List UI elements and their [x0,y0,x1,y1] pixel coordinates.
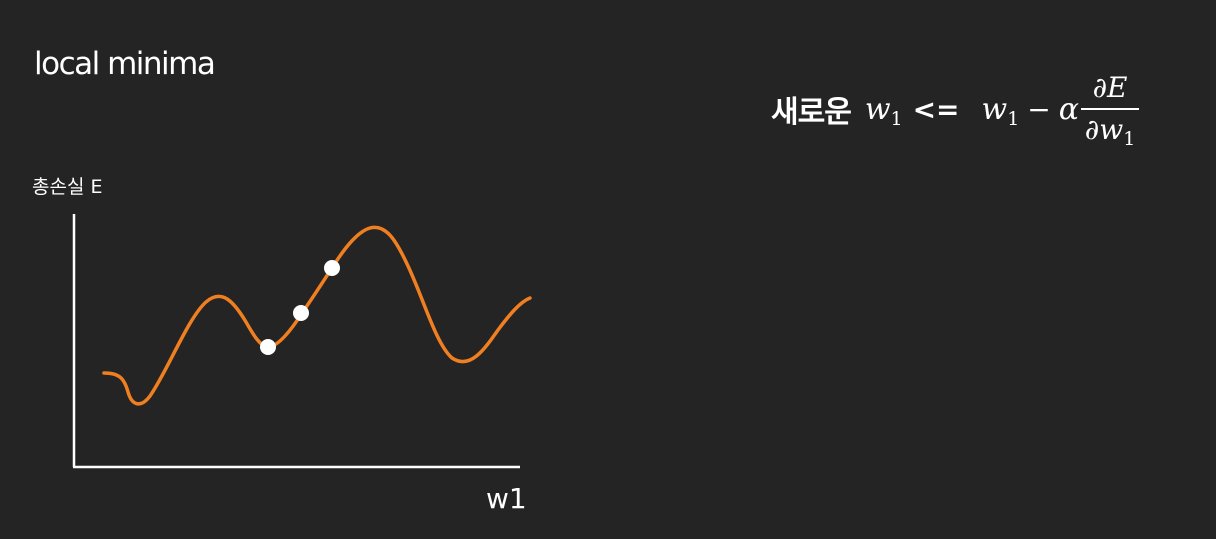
formula-operator: <= [912,92,960,126]
fraction-numerator: ∂E [1092,71,1128,104]
formula-rhs: w1 [981,91,1020,130]
rhs-sub: 1 [1007,107,1020,130]
den-var: ∂w [1084,113,1124,146]
formula-fraction: ∂E ∂w1 [1081,71,1140,150]
gradient-step-point [260,339,276,355]
gradient-step-point [293,305,309,321]
formula-minus: − [1027,92,1051,126]
formula-prefix: 새로운 [771,95,852,130]
y-axis-label: 총손실 E [32,176,103,198]
fraction-denominator: ∂w1 [1084,113,1136,150]
lhs-sub: 1 [890,107,903,130]
lhs-var: w [864,91,891,127]
fraction-bar [1081,108,1140,110]
x-axis-label: w1 [486,482,527,515]
rhs-var: w [981,91,1008,127]
loss-curve [102,225,532,406]
formula-lhs: w1 [864,91,903,130]
gradient-step-point [324,260,340,276]
update-formula: 새로운 w1 <= w1 − α ∂E ∂w1 [771,64,1140,154]
slide-title: local minima [34,46,216,82]
formula-alpha: α [1058,91,1080,127]
den-sub: 1 [1123,128,1136,150]
